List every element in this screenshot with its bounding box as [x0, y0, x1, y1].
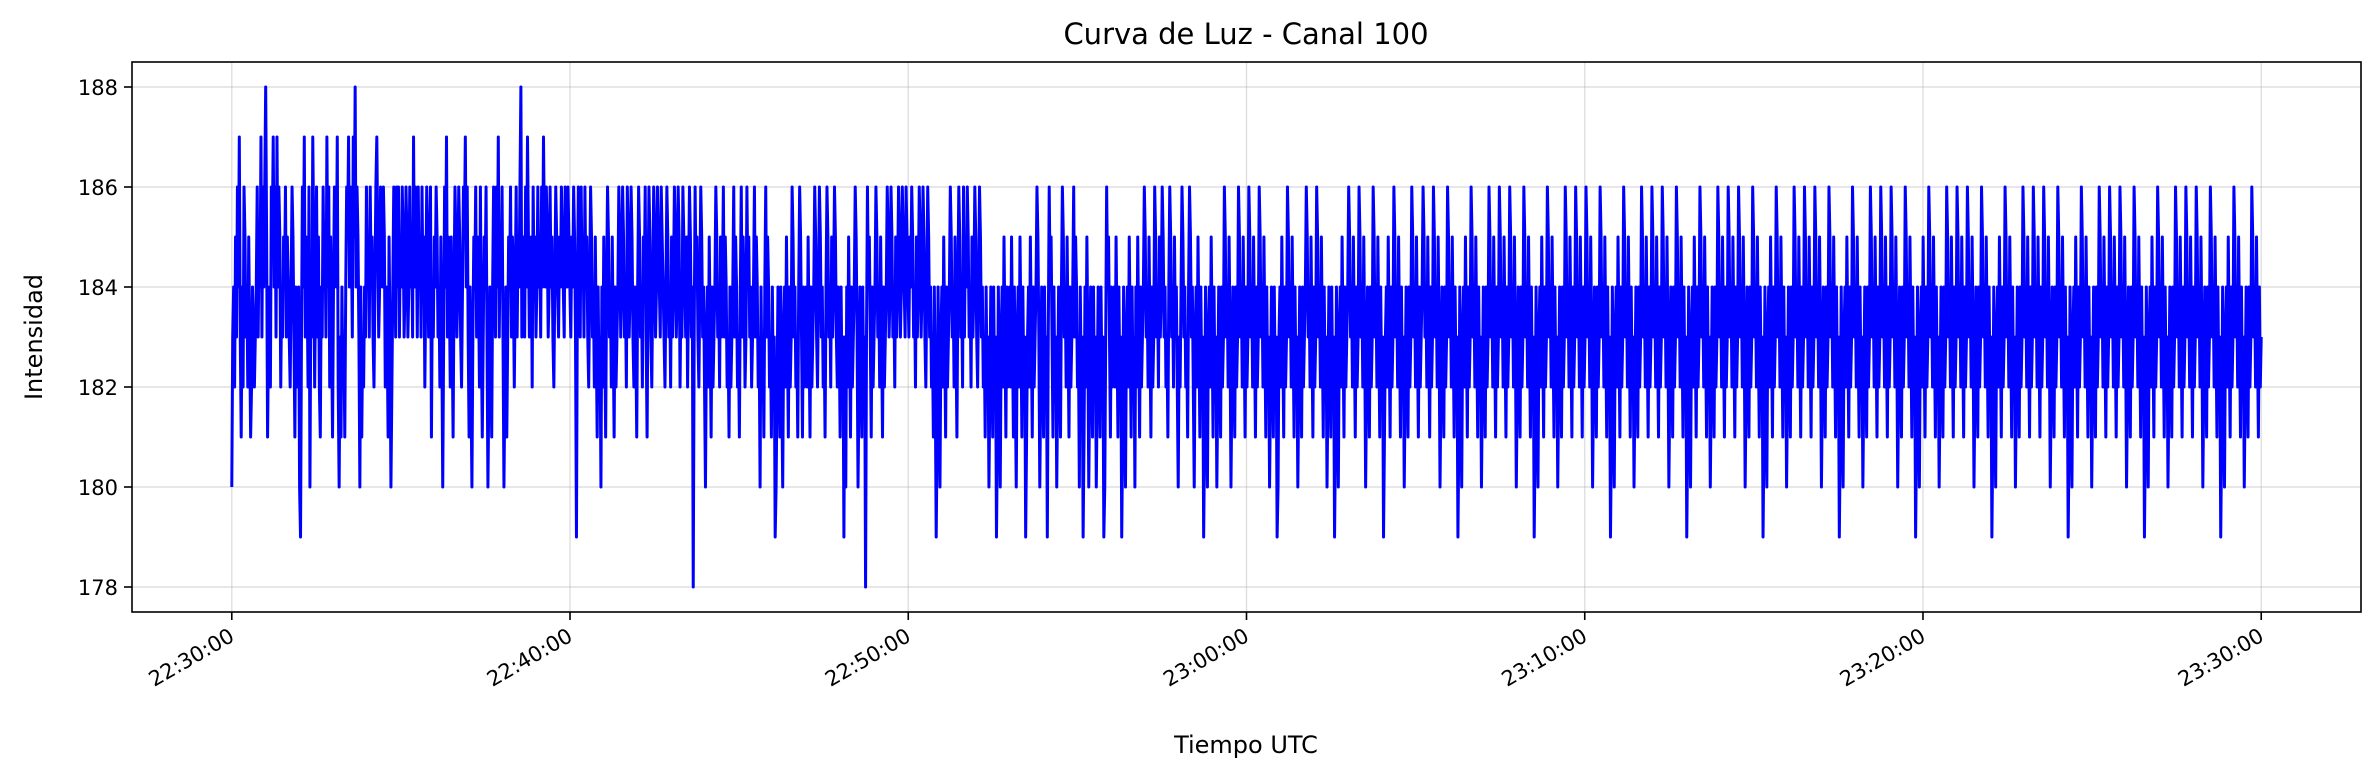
- y-tick-label: 178: [78, 576, 118, 600]
- chart-title: Curva de Luz - Canal 100: [1063, 17, 1428, 51]
- y-tick-label: 182: [78, 376, 118, 400]
- plot-area: [230, 85, 2263, 589]
- x-axis-title: Tiempo UTC: [1173, 731, 1318, 759]
- series-line: [230, 85, 2263, 589]
- y-tick-label: 180: [78, 476, 118, 500]
- y-tick-label: 188: [78, 76, 118, 100]
- y-tick-label: 184: [78, 276, 118, 300]
- y-tick-label: 186: [78, 176, 118, 200]
- y-axis-ticks: 178 180 182 184 186 188: [78, 76, 132, 600]
- y-axis-title: Intensidad: [20, 274, 48, 400]
